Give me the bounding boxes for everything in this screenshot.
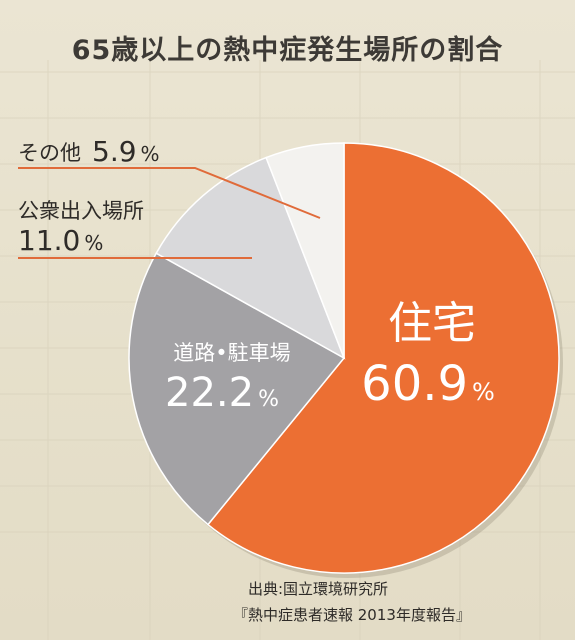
source-line-1: 出典:国立環境研究所 — [248, 580, 389, 598]
slice-label-home: 住宅 — [388, 298, 476, 349]
slice-label-other: その他 — [18, 141, 81, 165]
chart-title: 65歳以上の熱中症発生場所の割合 — [71, 35, 504, 66]
source-note: 出典:国立環境研究所 『熱中症患者速報 2013年度報告』 — [233, 576, 471, 628]
pie-slice-home — [206, 142, 560, 574]
source-line-2: 『熱中症患者速報 2013年度報告』 — [233, 606, 471, 624]
slice-value-road: 22.2% — [165, 370, 279, 416]
slice-value-home: 60.9% — [361, 356, 495, 412]
pie-slice-road — [128, 252, 346, 526]
slice-label-road: 道路•駐車場 — [173, 341, 290, 365]
slice-label-public: 公衆出入場所 — [18, 199, 144, 223]
slice-value-public: 11.0% — [18, 224, 103, 257]
slice-value-other: 5.9% — [92, 135, 160, 168]
leader-line-other — [18, 167, 321, 219]
pie-slice-other — [265, 142, 345, 359]
